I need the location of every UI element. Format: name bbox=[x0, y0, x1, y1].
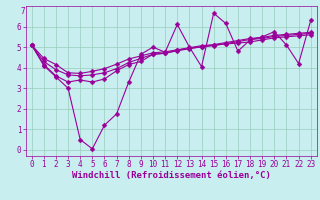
X-axis label: Windchill (Refroidissement éolien,°C): Windchill (Refroidissement éolien,°C) bbox=[72, 171, 271, 180]
Text: 7: 7 bbox=[21, 7, 26, 16]
